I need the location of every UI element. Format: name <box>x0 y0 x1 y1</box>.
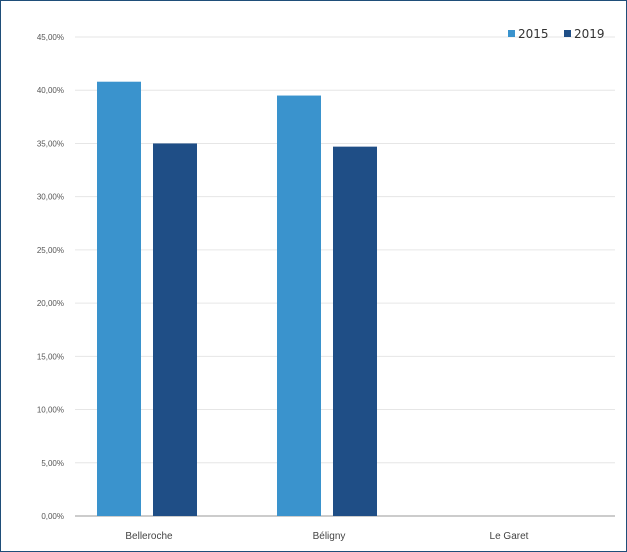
legend: 2015 2019 <box>508 27 605 41</box>
legend-label: 2015 <box>518 27 549 41</box>
y-tick-label: 30,00% <box>37 193 64 202</box>
y-tick-label: 5,00% <box>41 459 64 468</box>
x-axis-category-labels: Belleroche Béligny Le Garet <box>125 531 528 542</box>
y-tick-label: 0,00% <box>41 512 64 521</box>
y-tick-label: 35,00% <box>37 139 64 148</box>
x-category-label: Béligny <box>313 531 346 542</box>
y-tick-label: 40,00% <box>37 86 64 95</box>
legend-label: 2019 <box>574 27 605 41</box>
bar-2019-1 <box>333 146 377 517</box>
bar-2015-1 <box>277 95 321 517</box>
y-tick-label: 45,00% <box>37 33 64 42</box>
y-tick-label: 15,00% <box>37 352 64 361</box>
bars <box>97 81 377 517</box>
y-axis-tick-labels: 0,00% 5,00% 10,00% 15,00% 20,00% 25,00% 30,00%… <box>37 33 64 521</box>
legend-swatch <box>508 30 515 37</box>
y-tick-label: 10,00% <box>37 406 64 415</box>
y-tick-label: 25,00% <box>37 246 64 255</box>
x-category-label: Le Garet <box>490 531 529 542</box>
bar-2019-0 <box>153 143 197 516</box>
legend-swatch <box>564 30 571 37</box>
x-category-label: Belleroche <box>125 531 173 542</box>
bar-2015-0 <box>97 81 141 516</box>
y-tick-label: 20,00% <box>37 299 64 308</box>
